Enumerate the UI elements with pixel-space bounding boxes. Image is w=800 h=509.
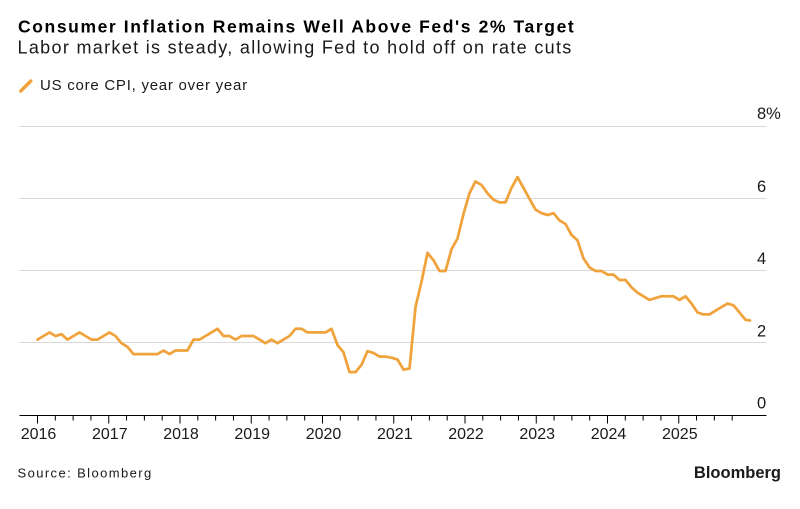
svg-text:0: 0 <box>757 395 766 413</box>
svg-text:Source: Bloomberg: Source: Bloomberg <box>18 466 153 481</box>
svg-text:6: 6 <box>757 178 766 196</box>
svg-text:2018: 2018 <box>163 426 199 443</box>
svg-text:2023: 2023 <box>519 426 555 443</box>
svg-text:2020: 2020 <box>306 426 342 443</box>
svg-text:2024: 2024 <box>591 426 627 443</box>
svg-text:2019: 2019 <box>234 426 270 443</box>
svg-text:US core CPI, year over year: US core CPI, year over year <box>40 77 248 94</box>
svg-text:Bloomberg: Bloomberg <box>694 464 781 482</box>
svg-text:2: 2 <box>757 323 766 341</box>
svg-text:Labor market is steady, allowi: Labor market is steady, allowing Fed to … <box>18 38 573 58</box>
svg-text:2016: 2016 <box>21 426 57 443</box>
svg-text:4: 4 <box>757 250 766 268</box>
svg-text:2017: 2017 <box>92 426 128 443</box>
svg-text:8%: 8% <box>757 105 781 123</box>
svg-text:Consumer Inflation Remains Wel: Consumer Inflation Remains Well Above Fe… <box>18 17 575 37</box>
svg-text:2022: 2022 <box>448 426 484 443</box>
svg-text:2021: 2021 <box>377 426 413 443</box>
svg-text:2025: 2025 <box>662 426 698 443</box>
